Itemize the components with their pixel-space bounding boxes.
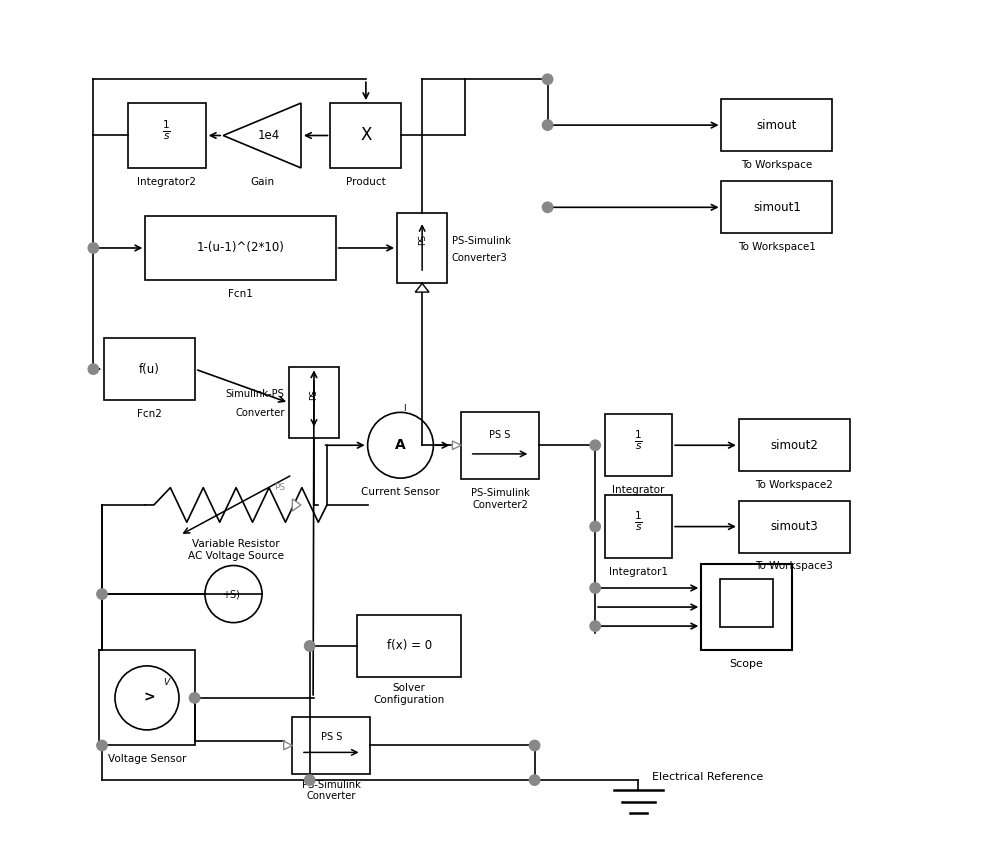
Text: Converter2: Converter2 [472,500,528,510]
Text: Converter: Converter [307,791,356,801]
Bar [397,213,447,284]
Text: A: A [395,438,406,452]
Text: $\frac{1}{s}$: $\frac{1}{s}$ [162,119,171,142]
Bar [721,181,832,233]
Circle shape [97,589,107,599]
Text: To Workspace: To Workspace [741,160,812,170]
Bar [701,564,792,650]
Text: To Workspace2: To Workspace2 [755,480,833,490]
Text: Converter3: Converter3 [452,253,507,263]
Circle shape [304,641,315,651]
Text: f(x) = 0: f(x) = 0 [387,640,432,653]
Text: PS S: PS S [489,430,511,440]
Bar [605,414,672,477]
Text: To Workspace3: To Workspace3 [755,562,833,571]
Circle shape [88,364,99,374]
Circle shape [590,440,600,450]
Text: 1-(u-1)^(2*10): 1-(u-1)^(2*10) [196,241,284,254]
Text: PS S: PS S [321,732,342,742]
Circle shape [542,202,553,213]
Text: simout: simout [757,119,797,132]
Polygon shape [415,284,429,293]
Bar [720,579,773,627]
Text: Product: Product [346,177,386,187]
Text: PS: PS [274,483,285,492]
Text: >: > [144,691,155,705]
Bar [357,615,461,677]
Circle shape [529,775,540,786]
Text: Solver: Solver [393,683,426,694]
Bar [99,650,195,746]
Text: Configuration: Configuration [374,694,445,705]
Circle shape [529,740,540,751]
Text: f(u): f(u) [139,363,160,376]
Text: +S): +S) [222,589,240,599]
Text: Integrator: Integrator [612,485,665,496]
Bar [104,338,195,400]
Text: Voltage Sensor: Voltage Sensor [108,754,186,765]
Circle shape [189,693,200,703]
Polygon shape [223,103,301,168]
Circle shape [205,566,262,622]
Text: X: X [360,127,372,144]
Polygon shape [292,499,301,511]
Text: I: I [404,404,406,413]
Circle shape [590,621,600,631]
Polygon shape [284,741,292,750]
Text: PS-Simulink: PS-Simulink [302,779,361,790]
Circle shape [304,775,315,786]
Text: V: V [163,678,169,687]
Text: Converter: Converter [235,408,285,418]
Text: Fcn2: Fcn2 [137,409,162,419]
Text: 1e4: 1e4 [258,129,280,142]
Polygon shape [452,441,461,450]
Bar [721,99,832,151]
Bar [461,411,539,479]
Text: Current Sensor: Current Sensor [361,487,440,497]
Text: Gain: Gain [250,177,274,187]
Bar [145,215,336,280]
Text: Integrator2: Integrator2 [137,177,196,187]
Bar [739,419,850,471]
Bar [289,367,339,438]
Bar [292,717,370,773]
Circle shape [88,243,99,253]
Text: Fcn1: Fcn1 [228,289,253,299]
Text: Variable Resistor
AC Voltage Source: Variable Resistor AC Voltage Source [188,539,284,561]
Bar [605,496,672,558]
Bar [128,103,206,168]
Text: Simulink-PS: Simulink-PS [226,389,285,399]
Text: simout3: simout3 [770,520,818,533]
Text: PS: PS [418,233,427,245]
Circle shape [115,666,179,730]
Text: Electrical Reference: Electrical Reference [652,773,763,782]
Text: Scope: Scope [730,659,764,669]
Text: To Workspace1: To Workspace1 [738,242,816,252]
Text: simout2: simout2 [770,438,818,451]
Text: $\frac{1}{s}$: $\frac{1}{s}$ [634,428,643,451]
Circle shape [590,522,600,532]
Text: Integrator1: Integrator1 [609,567,668,576]
Text: simout1: simout1 [753,201,801,214]
Text: PS-Simulink: PS-Simulink [452,236,510,246]
Circle shape [590,582,600,593]
Text: $\frac{1}{s}$: $\frac{1}{s}$ [634,510,643,533]
Bar [330,103,401,168]
Circle shape [97,740,107,751]
Text: PS-Simulink: PS-Simulink [471,488,529,498]
Circle shape [368,412,433,478]
Bar [739,501,850,553]
Text: PS: PS [309,389,318,400]
Circle shape [542,120,553,130]
Circle shape [542,74,553,84]
